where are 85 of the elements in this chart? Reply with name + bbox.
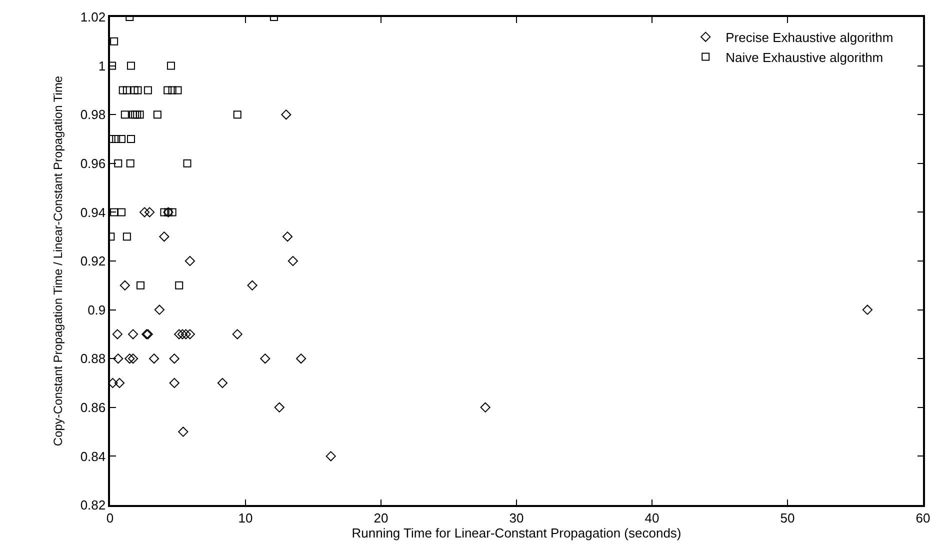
y-tick-label: 0.9	[88, 302, 106, 318]
y-tick-label: 0.94	[80, 204, 106, 220]
point	[126, 159, 134, 168]
point	[130, 86, 138, 94]
point	[296, 354, 306, 364]
point	[144, 86, 152, 94]
point	[128, 354, 138, 364]
point	[281, 110, 292, 120]
point	[169, 354, 180, 364]
point	[118, 135, 126, 143]
point	[136, 110, 144, 119]
point	[114, 159, 122, 168]
point	[168, 86, 176, 94]
point	[232, 329, 242, 340]
y-tick-label: 0.88	[80, 351, 106, 366]
x-tick-label: 10	[238, 510, 253, 526]
y-tick-label: 1	[98, 58, 106, 74]
point	[166, 62, 175, 70]
x-tick-label: 0	[106, 510, 114, 526]
y-tick-label: 1.02	[80, 10, 106, 25]
point	[164, 86, 172, 94]
point	[128, 329, 138, 340]
point	[148, 354, 160, 364]
point	[177, 329, 188, 340]
point	[112, 135, 120, 143]
point	[260, 354, 270, 364]
legend-label: Precise Exhaustive algorithm	[726, 30, 894, 45]
point	[118, 86, 127, 94]
point	[175, 281, 184, 290]
point	[154, 304, 165, 315]
point	[153, 110, 162, 119]
y-tick-label: 0.98	[80, 107, 106, 122]
point	[122, 232, 131, 241]
x-tick-label: 60	[916, 510, 930, 526]
point	[274, 402, 284, 412]
point	[288, 256, 298, 266]
point	[184, 329, 195, 340]
point	[217, 378, 228, 388]
point	[160, 208, 168, 216]
y-tick-label: 0.82	[80, 498, 106, 513]
y-tick-label: 0.86	[80, 400, 106, 415]
point	[282, 232, 293, 242]
point	[127, 62, 135, 70]
point	[113, 354, 124, 364]
y-tick-label: 0.92	[80, 254, 106, 269]
point	[133, 110, 142, 119]
x-tick-label: 20	[374, 510, 388, 526]
point	[174, 86, 182, 94]
point	[183, 159, 192, 168]
point	[134, 86, 142, 94]
x-tick-label: 50	[780, 510, 795, 526]
y-tick-label: 0.84	[80, 448, 106, 464]
point	[136, 281, 144, 290]
point	[122, 86, 131, 94]
legend-label: Naive Exhaustive algorithm	[726, 50, 884, 65]
point	[169, 378, 180, 388]
point	[120, 280, 130, 290]
point	[178, 426, 188, 437]
point	[124, 354, 135, 364]
point	[140, 207, 150, 218]
point	[129, 110, 138, 119]
point	[862, 304, 872, 315]
point	[127, 135, 135, 143]
x-tick-label: 40	[644, 510, 660, 526]
y-axis-title: Copy-Constant Propagation Time / Linear-Constant Propagation Time	[51, 76, 66, 446]
point	[144, 207, 155, 218]
y-tick-label: 0.96	[80, 156, 106, 171]
point	[480, 402, 490, 412]
x-tick-label: 30	[509, 510, 524, 526]
point	[112, 329, 122, 340]
point	[184, 256, 195, 266]
point	[174, 329, 184, 340]
point	[168, 208, 176, 216]
point	[233, 110, 242, 119]
point	[110, 37, 118, 46]
point	[118, 208, 126, 216]
point	[247, 280, 258, 290]
point	[131, 110, 140, 119]
point	[114, 378, 125, 388]
point	[326, 451, 336, 462]
point	[180, 329, 191, 340]
x-axis-title: Running Time for Linear-Constant Propagation (seconds)	[352, 525, 682, 540]
point	[120, 110, 129, 119]
point	[159, 232, 170, 242]
point	[110, 208, 118, 216]
